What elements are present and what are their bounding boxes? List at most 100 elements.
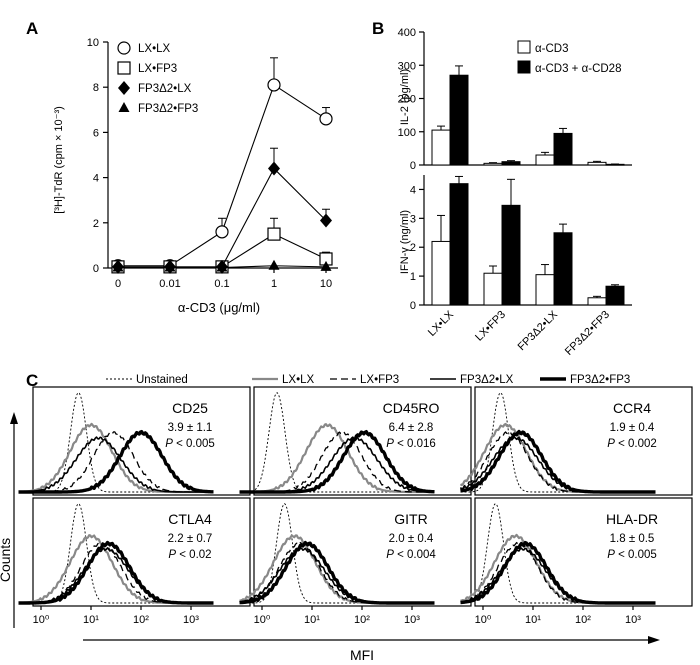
panel-a-x-tick-label: 0.01 <box>159 278 180 290</box>
panel-b-ifng-y-tick-label: 3 <box>410 213 416 225</box>
histogram-p-value: P < 0.016 <box>386 438 436 450</box>
histogram-curve <box>460 541 656 604</box>
histogram-marker-label: CCR4 <box>613 400 651 416</box>
panel-a-x-tick-label: 1 <box>271 278 277 290</box>
histogram-x-tick-label: 10⁰ <box>475 614 492 626</box>
histogram-x-tick-label: 10³ <box>404 614 420 626</box>
panel-c-legend-label: FP3Δ2•FP3 <box>570 374 630 386</box>
histogram-curve <box>239 431 435 493</box>
histogram-curve <box>460 429 656 494</box>
arrow-up-icon <box>10 412 18 424</box>
histogram-curve <box>238 430 435 494</box>
histogram-curve <box>18 542 214 604</box>
histogram-panel-ccr4: CCR4 1.9 ± 0.4 P < 0.002 <box>459 386 693 496</box>
panel-c-legend-label: FP3Δ2•LX <box>460 374 514 386</box>
panel-b-ifng-bar <box>449 183 469 306</box>
histogram-stat: 1.9 ± 0.4 <box>610 422 655 434</box>
histogram-p-value: P < 0.02 <box>168 549 211 561</box>
histogram-curve <box>460 541 656 605</box>
arrow-right-icon <box>648 636 660 644</box>
histogram-marker-label: HLA-DR <box>606 511 658 527</box>
histogram-p-value: P < 0.005 <box>607 549 657 561</box>
histogram-frame <box>32 386 251 496</box>
panel-b-il2-bar <box>501 161 521 166</box>
panel-a-x-tick-label: 0 <box>115 278 121 290</box>
panel-c: C Unstained LX•LX LX•FP3 FP3Δ2•LX FP3Δ2•FP3 … <box>0 371 693 663</box>
panel-b-il2-chart: 0 100 200 300 400 <box>398 27 632 172</box>
panel-b-ifng-chart: 0 1 2 3 4 LX•LX LX•FP3 FP3Δ2•LX FP3Δ2•FP3 <box>410 175 632 358</box>
panel-a-legend-label: LX•LX <box>138 43 170 55</box>
panel-b-il2-y-tick-label: 0 <box>410 160 416 172</box>
panel-a-point <box>268 161 280 176</box>
mfi-axis: MFI <box>83 636 660 663</box>
panel-b-ifng-category-label: LX•LX <box>426 308 457 339</box>
histogram-curve <box>460 431 656 493</box>
histogram-panel-cd45ro: CD45RO 6.4 ± 2.8 P < 0.016 <box>238 386 472 496</box>
panel-b-il2-bar <box>431 129 451 166</box>
panel-b: B 0 100 200 300 400 0 1 2 3 4 LX•LX LX•FP3 FP3Δ2•LX… <box>372 19 632 358</box>
histogram-x-tick-label: 10³ <box>625 614 641 626</box>
histogram-p-value: P < 0.005 <box>165 438 215 450</box>
panel-b-ifng-category-label: FP3Δ2•FP3 <box>563 309 612 358</box>
panel-a-series-3 <box>112 259 332 272</box>
panel-c-legend-label: LX•FP3 <box>360 374 399 386</box>
histogram-stat: 1.8 ± 0.5 <box>610 533 655 545</box>
panel-a-legend-marker <box>117 41 131 55</box>
histogram-x-tick-label: 10² <box>354 614 370 626</box>
panel-b-il2-bar <box>449 74 469 166</box>
histogram-p-value: P < 0.002 <box>607 438 657 450</box>
panel-a-point <box>215 225 229 239</box>
panel-a-y-tick-label: 10 <box>87 37 99 49</box>
panel-b-il2-y-tick-label: 100 <box>398 127 416 139</box>
panel-b-ifng-y-tick-label: 2 <box>410 242 416 254</box>
panel-c-legend-label: Unstained <box>136 374 188 386</box>
panel-a-point <box>112 261 124 272</box>
mfi-label: MFI <box>350 647 374 663</box>
histogram-x-tick-label: 10¹ <box>525 614 541 626</box>
panel-a-series-2 <box>112 147 332 274</box>
panel-c-legend: Unstained LX•LX LX•FP3 FP3Δ2•LX FP3Δ2•FP3 <box>106 374 630 386</box>
panel-b-il2-bar <box>535 154 555 166</box>
panel-a-series <box>111 57 333 274</box>
panel-a: A 0 2 4 6 8 10 0 0.01 0.1 1 10 LX•LX LX•FP3 FP3Δ2•LX… <box>26 19 338 315</box>
panel-a-x-tick-label: 10 <box>320 278 332 290</box>
histogram-stat: 3.9 ± 1.1 <box>168 422 213 434</box>
histogram-curve <box>239 423 435 494</box>
panel-a-legend-label: FP3Δ2•LX <box>138 83 192 95</box>
panel-b-ifng-bar <box>501 204 521 306</box>
panel-b-ifng-bar <box>535 274 555 306</box>
panel-b-ifng-bar <box>431 240 451 306</box>
panel-a-y-tick-label: 8 <box>93 82 99 94</box>
histogram-x-tick-label: 10¹ <box>83 614 99 626</box>
panel-b-ifng-bar <box>553 232 573 306</box>
histogram-curve <box>238 540 435 605</box>
histogram-stat: 2.2 ± 0.7 <box>168 533 213 545</box>
panel-a-legend-marker <box>118 102 130 112</box>
panel-b-legend-swatch <box>517 60 531 74</box>
histogram-p-value: P < 0.004 <box>386 549 436 561</box>
panel-a-legend-marker <box>118 81 130 95</box>
histogram-panel-hla-dr: 10⁰ 10¹ 10² 10³ HLA-DR 1.8 ± 0.5 P < 0.005 <box>460 497 693 626</box>
panel-a-point <box>268 259 280 270</box>
panel-a-x-tick-label: 0.1 <box>214 278 229 290</box>
panel-a-xlabel: α-CD3 (μg/ml) <box>178 300 260 315</box>
panel-a-point <box>216 261 228 272</box>
panel-a-point <box>267 78 281 92</box>
panel-c-histograms: CD25 3.9 ± 1.1 P < 0.005 CD45RO 6.4 ± 2.8 P <… <box>18 386 693 626</box>
histogram-x-tick-label: 10² <box>133 614 149 626</box>
panel-b-bottom-ylabel: IFN-γ (ng/ml) <box>399 210 411 274</box>
panel-a-y-tick-label: 0 <box>93 263 99 275</box>
histogram-x-tick-label: 10² <box>575 614 591 626</box>
panel-b-il2-y-tick-label: 400 <box>398 27 416 39</box>
histogram-stat: 2.0 ± 0.4 <box>389 533 434 545</box>
panel-a-point <box>320 213 332 228</box>
panel-a-legend-label: FP3Δ2•FP3 <box>138 103 198 115</box>
histogram-x-tick-label: 10¹ <box>304 614 320 626</box>
panel-a-legend: LX•LX LX•FP3 FP3Δ2•LX FP3Δ2•FP3 <box>117 41 198 115</box>
panel-a-y-tick-label: 6 <box>93 127 99 139</box>
panel-c-legend-label: LX•LX <box>282 374 314 386</box>
panel-a-ylabel: [³H]-TdR (cpm × 10⁻³) <box>53 106 65 214</box>
panel-c-letter: C <box>26 371 38 390</box>
panel-b-il2-y-tick-label: 200 <box>398 94 416 106</box>
